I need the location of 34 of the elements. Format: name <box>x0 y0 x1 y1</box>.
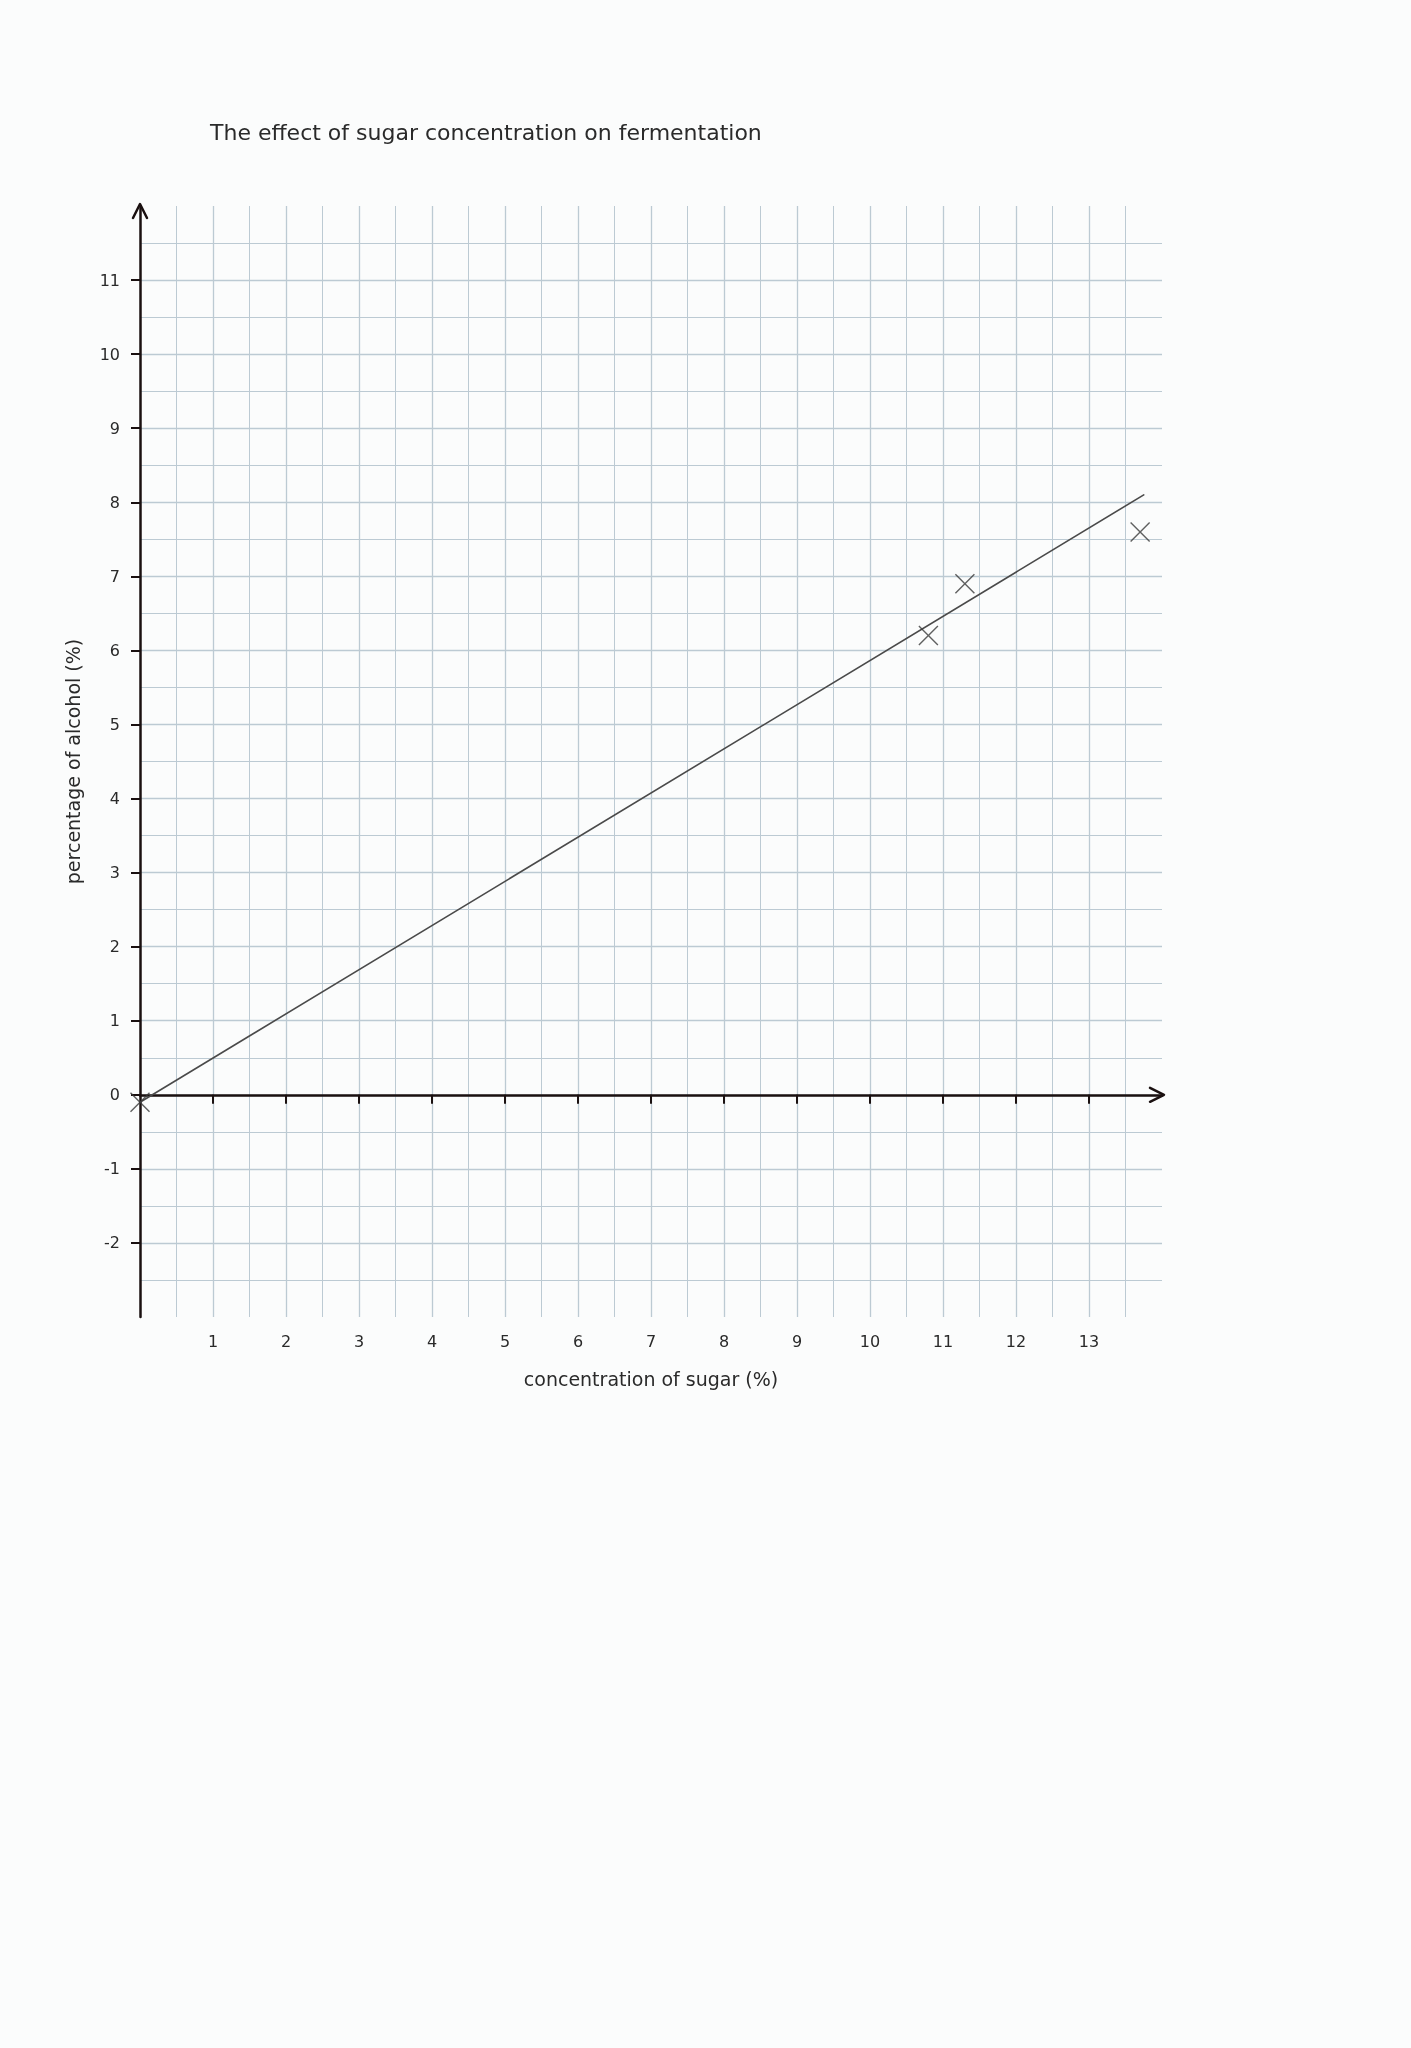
x-tick-label: 2 <box>280 1331 292 1351</box>
point <box>918 625 939 646</box>
x-tick-label: 10 <box>859 1331 881 1351</box>
y-tick-label: -1 <box>104 1159 120 1179</box>
x-axis-title: concentration of sugar (%) <box>523 1367 779 1390</box>
x-tick-label: 13 <box>1078 1331 1100 1351</box>
y-tick-label: -2 <box>104 1233 120 1253</box>
x-tick-label: 5 <box>499 1331 511 1351</box>
y-tick-label: 8 <box>109 492 120 512</box>
y-tick-label: 10 <box>99 344 120 364</box>
x-tick-label: 6 <box>572 1331 584 1351</box>
x-tick-label: 9 <box>791 1331 803 1351</box>
y-tick-label: 3 <box>109 863 120 883</box>
x-tick-label: 8 <box>718 1331 730 1351</box>
y-tick-label: 2 <box>109 937 120 957</box>
x-tick-label: 11 <box>932 1331 954 1351</box>
chart-title: The effect of sugar concentration on fermentation <box>209 119 762 145</box>
y-tick-label: 6 <box>109 640 120 660</box>
x-tick-label: 3 <box>353 1331 365 1351</box>
point <box>1130 521 1151 542</box>
x-tick-label: 1 <box>207 1331 219 1351</box>
x-tick-label: 7 <box>645 1331 657 1351</box>
y-tick-label: 9 <box>109 418 120 438</box>
y-tick-label: 0 <box>109 1085 120 1105</box>
y-tick-label: 5 <box>109 714 120 734</box>
x-tick-label: 12 <box>1005 1331 1027 1351</box>
x-tick-label: 4 <box>426 1331 438 1351</box>
point <box>954 573 975 594</box>
y-tick-label: 1 <box>109 1011 120 1031</box>
point <box>130 1092 150 1113</box>
y-tick-label: 4 <box>109 789 120 809</box>
y-tick-label: 7 <box>109 566 120 586</box>
y-tick-label: 11 <box>99 270 120 290</box>
y-axis-title: percentage of alcohol (%) <box>61 638 84 885</box>
